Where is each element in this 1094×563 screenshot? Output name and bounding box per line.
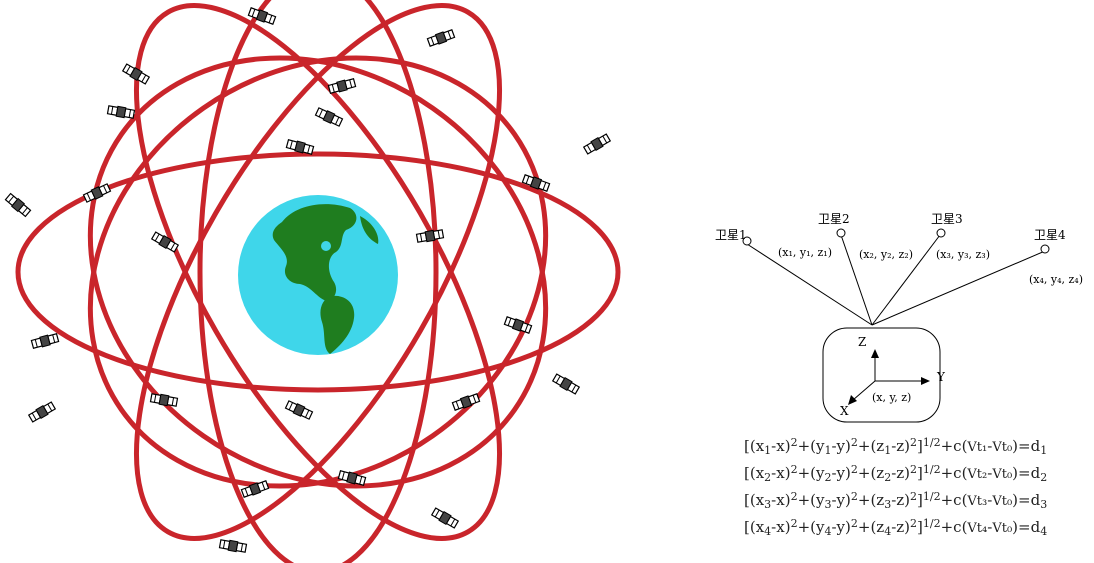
satellite-icon-4: [327, 78, 357, 94]
satellite-icon-9: [521, 174, 551, 192]
orbit-ring-4: [197, 0, 439, 563]
satellite-icon-2: [426, 29, 456, 47]
signal-line-4: [871, 250, 1046, 326]
orbit-ring-5: [87, 55, 549, 489]
satellite-2-label: 卫星2: [818, 212, 850, 226]
orbit-ring-1: [15, 151, 621, 393]
satellite-icons: [4, 7, 612, 553]
satellite-icon-24: [218, 539, 248, 553]
satellite-icon-8: [285, 139, 315, 155]
equation-4: [(x4-x)2+(y4-y)2+(z4-z)2]1/2+c(Vt₄-Vt₀)=…: [744, 517, 1047, 538]
earth-landmass: [272, 204, 379, 354]
satellite-icon-11: [4, 192, 32, 218]
satellite-icon-3: [121, 63, 151, 85]
satellite-icon-23: [430, 507, 460, 529]
earth-lake: [321, 241, 331, 251]
z-axis-label: Z: [858, 335, 866, 349]
z-axis-arrow: [871, 349, 879, 358]
satellite-1: 卫星1 (x₁, y₁, z₁): [715, 228, 832, 259]
equation-1: [(x1-x)2+(y1-y)2+(z1-z)2]1/2+c(Vt₁-Vt₀)=…: [744, 436, 1047, 457]
satellite-icon-7: [582, 133, 612, 155]
signal-lines: [746, 234, 1046, 326]
y-axis-arrow: [921, 377, 930, 385]
positioning-diagram: 卫星1 (x₁, y₁, z₁) 卫星2 (x₂, y₂, z₂) 卫星3 (x…: [715, 212, 1083, 538]
satellite-1-coords: (x₁, y₁, z₁): [778, 246, 832, 259]
satellite-4-marker: [1040, 244, 1050, 254]
receiver-box: Z Y X (x, y, z): [822, 327, 946, 423]
satellite-icon-13: [415, 229, 445, 243]
satellite-icon-15: [30, 333, 60, 349]
satellite-icon-22: [240, 480, 270, 498]
satellite-4-label: 卫星4: [1034, 228, 1066, 242]
satellite-icon-1: [247, 7, 277, 25]
satellite-icon-17: [451, 393, 481, 411]
satellite-4-coords: (x₄, y₄, z₄): [1029, 273, 1083, 286]
satellite-3-coords: (x₃, y₃, z₃): [936, 248, 990, 261]
x-axis: [852, 380, 876, 401]
x-axis-label: X: [840, 404, 849, 418]
satellite-icon-14: [503, 316, 533, 334]
satellite-icon-5: [106, 105, 136, 119]
satellite-3-label: 卫星3: [931, 212, 963, 226]
satellite-icon-6: [314, 107, 344, 127]
satellite-icon-18: [149, 393, 179, 407]
signal-line-2: [840, 234, 873, 326]
satellite-3: 卫星3 (x₃, y₃, z₃): [931, 212, 990, 261]
satellite-icon-19: [284, 400, 314, 420]
equation-3: [(x3-x)2+(y3-y)2+(z3-z)2]1/2+c(Vt₃-Vt₀)=…: [744, 490, 1047, 511]
satellite-constellation: [4, 0, 621, 563]
x-axis-arrow: [848, 395, 857, 405]
orbit-ring-2: [133, 3, 503, 541]
orbit-ring-6: [87, 55, 549, 489]
receiver-coords: (x, y, z): [872, 391, 911, 404]
satellite-icon-10: [82, 183, 112, 203]
equation-2: [(x2-x)2+(y2-y)2+(z2-z)2]1/2+c(Vt₂-Vt₀)=…: [744, 463, 1047, 484]
satellite-2: 卫星2 (x₂, y₂, z₂): [818, 212, 913, 261]
y-axis-label: Y: [936, 370, 946, 384]
satellite-1-label: 卫星1: [715, 228, 747, 242]
satellite-3-marker: [936, 228, 946, 238]
signal-line-1: [746, 243, 873, 326]
satellite-icon-12: [150, 231, 180, 253]
satellite-2-marker: [836, 228, 846, 238]
signal-line-3: [871, 234, 941, 326]
satellite-icon-21: [337, 470, 367, 486]
orbit-ring-3: [133, 3, 503, 541]
orbit-rings: [15, 0, 621, 563]
satellite-1-marker: [742, 236, 752, 246]
satellite-icon-16: [551, 373, 581, 395]
earth-globe: [238, 195, 398, 355]
distance-equations: [(x1-x)2+(y1-y)2+(z1-z)2]1/2+c(Vt₁-Vt₀)=…: [744, 436, 1047, 538]
satellite-4: 卫星4 (x₄, y₄, z₄): [1029, 228, 1083, 286]
satellite-2-coords: (x₂, y₂, z₂): [859, 248, 913, 261]
satellite-icon-20: [27, 401, 57, 423]
